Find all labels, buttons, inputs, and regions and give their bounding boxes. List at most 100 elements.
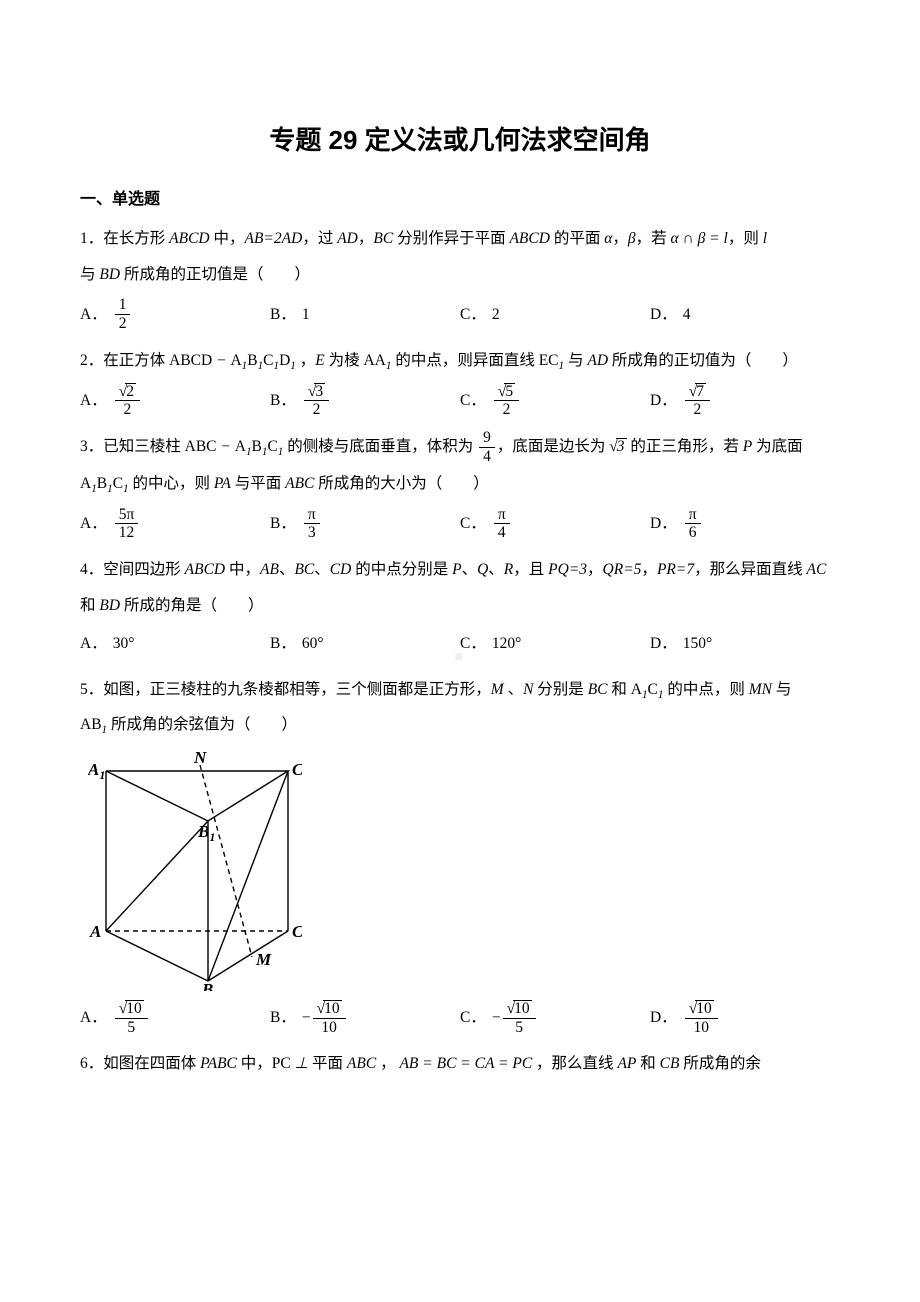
rad: 3 (616, 438, 627, 455)
q1-c2: ， (612, 230, 628, 247)
t: 中， (237, 1055, 272, 1072)
q1-eq1: AB=2AD (245, 230, 303, 247)
q4-optC: C．120° (460, 627, 650, 661)
sign: − (492, 1001, 501, 1035)
p: P (743, 438, 752, 455)
opt-label: A． (80, 627, 107, 661)
opt-label: D． (650, 507, 677, 541)
q5-figure: A1 C1 N B1 A C M B (88, 751, 840, 996)
ac: AC (806, 561, 826, 578)
den: 10 (685, 1019, 718, 1037)
q1-t9: 所成角的正切值是（ ） (120, 266, 310, 283)
label-C1: C1 (292, 760, 302, 782)
s: 、 (314, 561, 330, 578)
t: 所成角的大小为（ ） (314, 475, 488, 492)
opt-label: D． (650, 1001, 677, 1035)
q1-t8: 与 (80, 266, 99, 283)
q5-optA: A． √105 (80, 1000, 270, 1037)
opt-label: D． (650, 298, 677, 332)
page: 专题 29 定义法或几何法求空间角 一、单选题 1．在长方形 ABCD 中，AB… (0, 0, 920, 1302)
label-A: A (89, 922, 101, 941)
fraction: √105 (115, 1000, 148, 1037)
label-C: C (292, 922, 302, 941)
q6-text: 6．如图在四面体 PABC 中，PC ⊥ 平面 ABC ， AB = BC = … (80, 1046, 840, 1082)
abc: ABC (285, 475, 314, 492)
q2-optD: D． √72 (650, 383, 840, 420)
rad: 3 (314, 383, 325, 400)
den: 5 (503, 1019, 536, 1037)
opt-label: C． (460, 1001, 486, 1035)
sign: − (302, 1001, 311, 1035)
t: 与 (564, 352, 587, 369)
pa: PA (214, 475, 231, 492)
edge-BC (208, 931, 288, 981)
num: 1 (115, 296, 131, 315)
den: 12 (115, 524, 139, 542)
q1-t3: ，过 (302, 230, 337, 247)
opt-label: B． (270, 384, 296, 418)
p: P (452, 561, 461, 578)
q1-optA: A． 12 (80, 296, 270, 333)
t: 的正三角形，若 (627, 438, 743, 455)
q3-optA: A． 5π12 (80, 506, 270, 543)
rad: 7 (695, 383, 706, 400)
q4-text: 4．空间四边形 ABCD 中，AB、BC、CD 的中点分别是 P、Q、R，且 P… (80, 552, 840, 623)
q3-optB: B． π3 (270, 506, 460, 543)
den: 6 (685, 524, 701, 542)
rad: 10 (323, 1000, 342, 1017)
r: R (504, 561, 513, 578)
pr: PR=7 (657, 561, 694, 578)
opt-label: D． (650, 627, 677, 661)
den: 5 (115, 1019, 148, 1037)
q1-bc: BC (373, 230, 393, 247)
q1-optD: D．4 (650, 298, 840, 332)
section-heading: 一、单选题 (80, 185, 840, 209)
t: ，且 (513, 561, 548, 578)
q1-l: l (763, 230, 767, 247)
fraction: 5π12 (115, 506, 139, 543)
t: ，那么直线 (532, 1055, 617, 1072)
t: 所成的角是（ ） (120, 597, 263, 614)
qr: QR=5 (603, 561, 642, 578)
page-title: 专题 29 定义法或几何法求空间角 (80, 120, 840, 157)
fraction: π3 (304, 506, 320, 543)
rad: 10 (125, 1000, 144, 1017)
ad: AD (587, 352, 608, 369)
fraction: 94 (479, 429, 495, 466)
q2-options: A． √22 B． √32 C． √52 D． √72 (80, 383, 840, 420)
q1-ad: AD (337, 230, 358, 247)
opt-label: C． (460, 507, 486, 541)
q4-optA: A．30° (80, 627, 270, 661)
abcd: ABCD (185, 561, 225, 578)
t: 4．空间四边形 (80, 561, 185, 578)
q1-optC: C．2 (460, 298, 650, 332)
s: 、 (504, 681, 523, 698)
q4-optD: D．150° (650, 627, 840, 661)
q: Q (477, 561, 488, 578)
den: 2 (115, 315, 131, 333)
opt-label: A． (80, 1001, 107, 1035)
opt-label: A． (80, 298, 107, 332)
q1-bd: BD (99, 266, 120, 283)
bc: BC (294, 561, 314, 578)
fraction: √72 (685, 383, 710, 420)
t: 为棱 (325, 352, 364, 369)
q1-t7: ，则 (728, 230, 763, 247)
cd: CD (330, 561, 352, 578)
cb: CB (660, 1055, 680, 1072)
fraction: √22 (115, 383, 140, 420)
num: π (685, 506, 701, 525)
prism-diagram: A1 C1 N B1 A C M B (88, 751, 302, 991)
t: 的中点分别是 (351, 561, 452, 578)
q1-optB: B．1 (270, 298, 460, 332)
q1-abcd: ABCD (169, 230, 209, 247)
t: 中， (225, 561, 260, 578)
line-AB1 (106, 821, 208, 931)
q1-t4: 分别作异于平面 (393, 230, 509, 247)
q5-text: 5．如图，正三棱柱的九条棱都相等，三个侧面都是正方形，M 、N 分别是 BC 和… (80, 672, 840, 743)
rad: 5 (504, 383, 515, 400)
and: 和 (608, 681, 631, 698)
opt-label: B． (270, 627, 296, 661)
fraction: √1010 (685, 1000, 718, 1037)
q1-cap: α ∩ β = l (670, 230, 727, 247)
